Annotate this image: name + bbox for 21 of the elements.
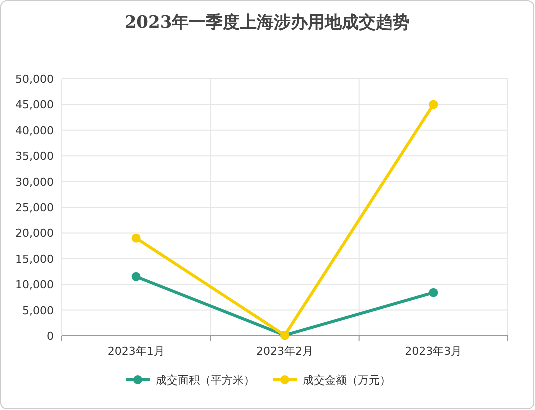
x-tick-label: 2023年1月: [108, 345, 165, 358]
y-tick-label: 5,000: [22, 304, 54, 318]
legend-label: 成交面积（平方米）: [156, 374, 255, 387]
point: [429, 288, 438, 298]
point: [429, 100, 438, 110]
x-tick-label: 2023年2月: [256, 345, 314, 358]
y-tick-label: 20,000: [16, 227, 54, 240]
y-tick-label: 40,000: [16, 124, 54, 138]
y-tick-label: 25,000: [16, 202, 54, 214]
y-tick-label: 30,000: [16, 176, 54, 189]
point: [132, 234, 141, 243]
x-tick-label: 2023年3月: [405, 345, 462, 358]
y-tick-label: 0: [47, 330, 54, 343]
y-tick-label: 15,000: [16, 252, 54, 266]
y-tick-label: 50,000: [16, 73, 54, 86]
point: [132, 272, 141, 282]
legend-label: 成交金额（万元）: [303, 374, 391, 387]
y-tick-label: 45,000: [16, 98, 54, 112]
chart-title: 2023年一季度上海涉办用地成交趋势: [124, 13, 410, 33]
y-tick-label: 35,000: [16, 150, 54, 164]
y-tick-label: 10,000: [16, 278, 54, 292]
